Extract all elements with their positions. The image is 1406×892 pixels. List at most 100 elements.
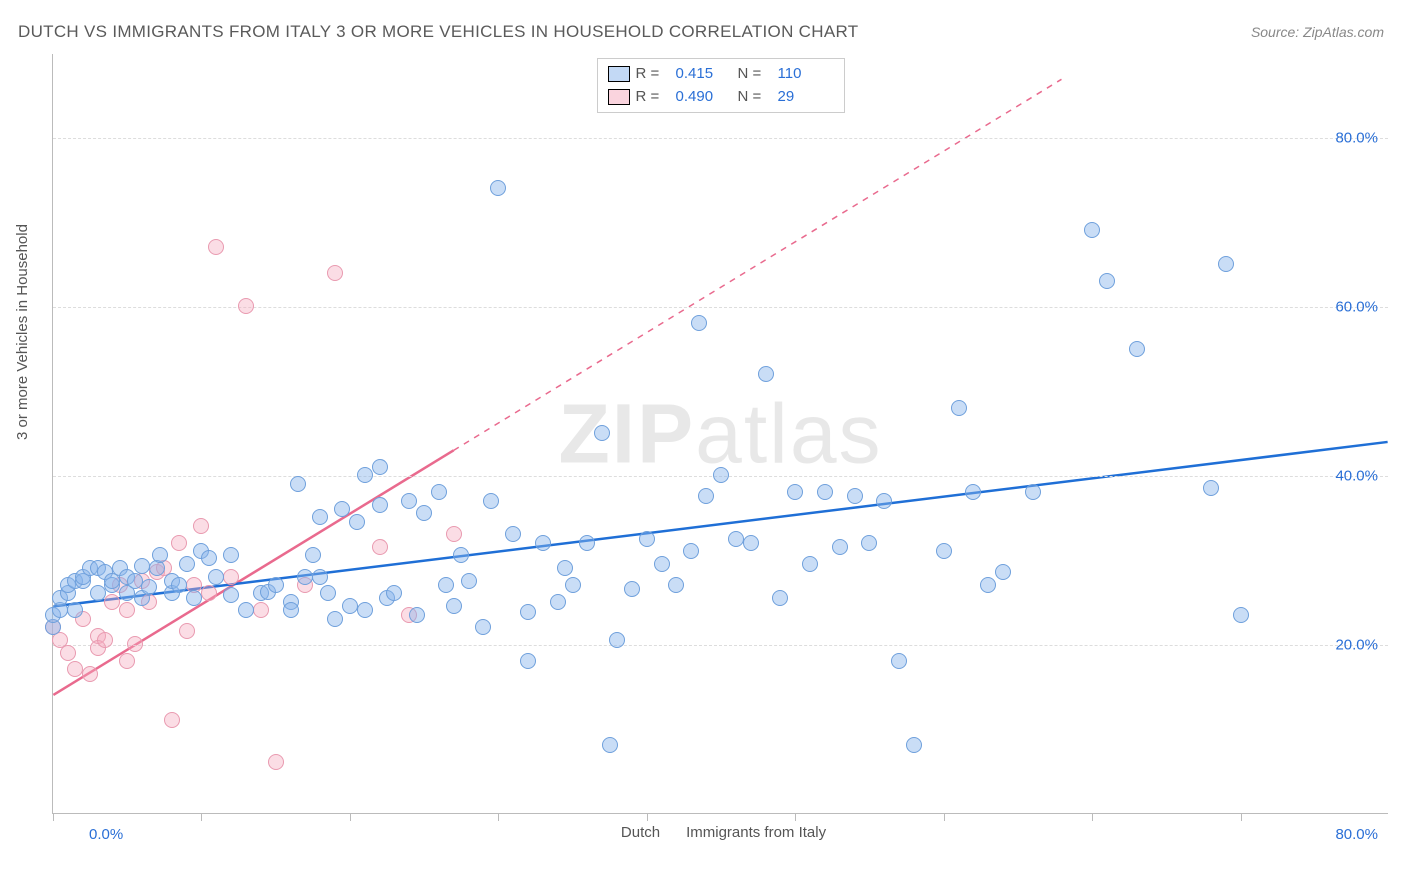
legend-r-label: R = — [636, 86, 670, 109]
blue-point — [134, 558, 150, 574]
y-tick-label: 20.0% — [1335, 637, 1378, 654]
blue-point — [654, 556, 670, 572]
blue-point — [416, 505, 432, 521]
blue-point — [312, 509, 328, 525]
x-tick — [350, 813, 351, 821]
x-axis-max-label: 80.0% — [1335, 826, 1378, 843]
blue-point — [713, 467, 729, 483]
pink-point — [164, 712, 180, 728]
blue-point — [475, 619, 491, 635]
legend-n-label: N = — [738, 63, 772, 86]
x-tick — [647, 813, 648, 821]
pink-point — [82, 666, 98, 682]
blue-point — [453, 547, 469, 563]
blue-point — [357, 467, 373, 483]
blue-point — [490, 180, 506, 196]
blue-point — [238, 602, 254, 618]
series-label: Dutch — [621, 824, 660, 841]
blue-point — [980, 577, 996, 593]
blue-point — [550, 594, 566, 610]
blue-point — [223, 547, 239, 563]
blue-point — [505, 526, 521, 542]
blue-point — [609, 632, 625, 648]
blue-point — [357, 602, 373, 618]
pink-point — [201, 585, 217, 601]
blue-point — [90, 585, 106, 601]
blue-point — [409, 607, 425, 623]
legend-row: R = 0.415 N = 110 — [608, 63, 834, 86]
blue-point — [624, 581, 640, 597]
blue-point — [602, 737, 618, 753]
pink-point — [223, 569, 239, 585]
blue-point — [342, 598, 358, 614]
blue-point — [698, 488, 714, 504]
pink-point — [67, 661, 83, 677]
pink-point — [372, 539, 388, 555]
pink-point — [119, 653, 135, 669]
blue-point — [401, 493, 417, 509]
blue-point — [832, 539, 848, 555]
pink-point — [171, 535, 187, 551]
blue-point — [876, 493, 892, 509]
blue-point — [171, 577, 187, 593]
blue-point — [1233, 607, 1249, 623]
pink-point — [104, 594, 120, 610]
blue-point — [639, 531, 655, 547]
legend-r-value: 0.415 — [676, 63, 732, 86]
blue-point — [208, 569, 224, 585]
blue-point — [802, 556, 818, 572]
blue-point — [594, 425, 610, 441]
gridline — [53, 138, 1388, 139]
pink-point — [119, 602, 135, 618]
legend-row: R =0.490N =29 — [608, 86, 834, 109]
blue-point — [372, 497, 388, 513]
pink-point — [97, 632, 113, 648]
chart-title: DUTCH VS IMMIGRANTS FROM ITALY 3 OR MORE… — [18, 22, 858, 42]
blue-point — [297, 569, 313, 585]
series-label: Immigrants from Italy — [686, 824, 826, 841]
blue-point — [305, 547, 321, 563]
blue-point — [290, 476, 306, 492]
legend-n-value: 110 — [778, 63, 834, 86]
blue-point — [446, 598, 462, 614]
blue-point — [787, 484, 803, 500]
blue-point — [327, 611, 343, 627]
y-tick-label: 60.0% — [1335, 299, 1378, 316]
blue-point — [334, 501, 350, 517]
blue-point — [951, 400, 967, 416]
blue-point — [965, 484, 981, 500]
blue-point — [201, 550, 217, 566]
legend-swatch — [608, 66, 630, 82]
blue-point — [349, 514, 365, 530]
blue-point — [743, 535, 759, 551]
blue-point — [1218, 256, 1234, 272]
blue-point — [372, 459, 388, 475]
blue-point — [1025, 484, 1041, 500]
blue-point — [283, 602, 299, 618]
blue-point — [995, 564, 1011, 580]
source-attribution: Source: ZipAtlas.com — [1251, 24, 1384, 40]
legend-r-label: R = — [636, 63, 670, 86]
pink-point — [253, 602, 269, 618]
y-axis-label: 3 or more Vehicles in Household — [14, 224, 31, 440]
blue-point — [668, 577, 684, 593]
blue-point — [1099, 273, 1115, 289]
blue-point — [936, 543, 952, 559]
blue-point — [268, 577, 284, 593]
x-tick — [1241, 813, 1242, 821]
blue-point — [891, 653, 907, 669]
y-tick-label: 80.0% — [1335, 130, 1378, 147]
scatter-plot: ZIPatlas R =0.415N =110R =0.490N =29 Dut… — [52, 54, 1388, 814]
blue-point — [438, 577, 454, 593]
blue-point — [772, 590, 788, 606]
blue-point — [127, 573, 143, 589]
legend-r-value: 0.490 — [676, 86, 732, 109]
correlation-legend: R =0.415N =110R =0.490N =29 — [597, 58, 845, 113]
blue-point — [312, 569, 328, 585]
blue-point — [520, 604, 536, 620]
blue-point — [461, 573, 477, 589]
blue-point — [557, 560, 573, 576]
pink-point — [127, 636, 143, 652]
blue-point — [817, 484, 833, 500]
blue-point — [320, 585, 336, 601]
